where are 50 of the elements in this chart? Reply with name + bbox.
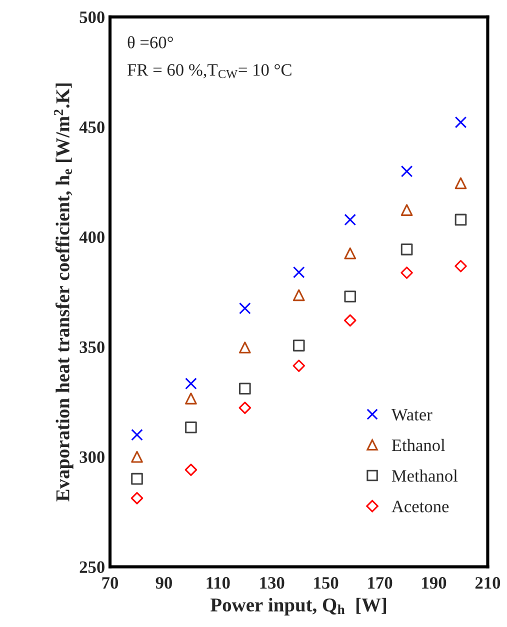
- point: [344, 290, 356, 302]
- point: [185, 421, 197, 434]
- point: [130, 492, 144, 504]
- x-tick-label: 150: [314, 577, 338, 589]
- point: [131, 450, 143, 463]
- y-tick-label: 350: [80, 341, 104, 354]
- y-axis-title: Evaporation heat transfer coefficient, h$_{e}$ [W/m$^{2}$.K]: [54, 84, 74, 502]
- x-tick-label: 70: [102, 577, 118, 589]
- point: [400, 165, 413, 178]
- point: [454, 116, 467, 128]
- legend-label: Ethanol: [392, 438, 446, 452]
- point: [292, 289, 305, 302]
- annotation: FR = 60 %,T$_{CW}$= 10 °C: [128, 64, 292, 78]
- point: [454, 177, 467, 190]
- x-tick-label: 110: [206, 577, 230, 589]
- point: [184, 464, 198, 476]
- point: [400, 204, 413, 216]
- point: [400, 266, 413, 279]
- point: [344, 214, 356, 226]
- point: [454, 214, 467, 226]
- point: [131, 428, 143, 441]
- y-tick-label: 400: [79, 231, 104, 244]
- x-tick-label: 170: [368, 577, 392, 589]
- x-tick-label: 190: [422, 577, 446, 589]
- x-tick-label: 210: [475, 577, 500, 589]
- point: [185, 392, 197, 404]
- point: [344, 247, 356, 260]
- point: [185, 378, 197, 390]
- point: [400, 244, 413, 256]
- point: [238, 402, 252, 414]
- x-tick-label: 90: [156, 577, 172, 589]
- legend-label: Acetone: [392, 500, 449, 512]
- point: [344, 314, 356, 327]
- x-axis-title: Power input, Q$_{h}$ [W]: [210, 598, 386, 616]
- y-tick-label: 250: [80, 561, 104, 573]
- legend-label: Water: [391, 408, 432, 421]
- point: [292, 360, 306, 372]
- point: [454, 260, 467, 272]
- y-tick-label: 450: [79, 121, 104, 134]
- x-tick-label: 130: [260, 577, 284, 589]
- point: [131, 472, 143, 485]
- point: [292, 340, 305, 352]
- legend-label: Methanol: [392, 470, 458, 482]
- annotation: θ =60°: [128, 36, 173, 48]
- point: [239, 342, 251, 354]
- point: [239, 382, 251, 395]
- point: [292, 266, 305, 278]
- y-tick-label: 300: [80, 451, 104, 464]
- y-tick-label: 500: [80, 11, 104, 24]
- point: [239, 302, 251, 314]
